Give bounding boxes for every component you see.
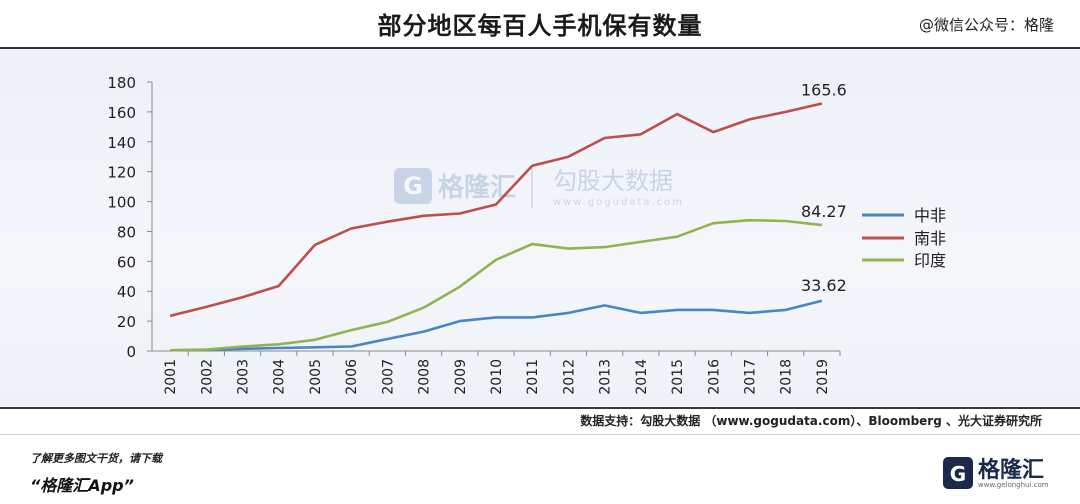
x-tick-label: 2018	[779, 359, 795, 395]
footer-divider	[0, 407, 1080, 409]
svg-text:G: G	[950, 462, 966, 486]
wechat-account-label: @微信公众号：格隆	[918, 16, 1054, 34]
y-tick-label: 120	[107, 164, 136, 182]
end-label-2: 165.6	[801, 81, 847, 100]
line-chart: G 格隆汇 勾股大数据 www.gogudata.com 0 20 40 60 80 10…	[107, 74, 946, 395]
x-tick-label: 2001	[163, 359, 179, 395]
y-tick-label: 160	[107, 104, 136, 122]
watermark: G 格隆汇 勾股大数据 www.gogudata.com	[394, 167, 684, 208]
x-tick-label: 2017	[742, 359, 758, 395]
series-line-2	[169, 102, 823, 318]
end-labels: 33.62 165.6 84.27	[801, 81, 847, 295]
x-tick-label: 2015	[670, 359, 686, 395]
end-label-3: 84.27	[801, 202, 847, 221]
legend-label: 中非	[914, 206, 946, 225]
watermark-brand: 格隆汇	[438, 172, 516, 203]
y-tick-label: 60	[117, 253, 136, 271]
series-line-3	[170, 218, 823, 352]
end-label-1: 33.62	[801, 276, 847, 295]
plot-background	[0, 50, 1080, 406]
x-tick-label: 2014	[634, 359, 650, 395]
x-tick-label: 2011	[525, 359, 541, 395]
y-tick-label: 0	[126, 343, 136, 361]
x-tick-label: 2019	[815, 359, 831, 395]
brand-logo-icon: G	[943, 457, 973, 489]
legend-label: 南非	[914, 229, 946, 248]
x-tick-label: 2005	[308, 359, 324, 395]
series-line-1	[170, 299, 823, 352]
svg-text:G: G	[403, 172, 423, 200]
axes	[151, 82, 840, 352]
series-lines	[169, 102, 823, 352]
y-tick-label: 140	[107, 134, 136, 152]
watermark-logo-icon	[394, 168, 432, 204]
bottom-divider	[0, 434, 1080, 435]
x-tick-label: 2007	[380, 359, 396, 395]
chart-title: 部分地区每百人手机保有数量	[377, 12, 703, 40]
promo-line-1: 了解更多图文干货，请下载	[30, 452, 162, 465]
brand-logo: G 格隆汇 www.gelonghui.com	[942, 452, 1052, 496]
y-tick-label: 180	[107, 74, 136, 92]
brand-logo-text: 格隆汇	[978, 458, 1045, 483]
data-source: 数据支持：勾股大数据 （www.gogudata.com）、Bloomberg …	[580, 414, 1042, 428]
x-tick-label: 2009	[453, 359, 469, 395]
brand-logo-url: www.gelonghui.com	[978, 481, 1049, 489]
x-tick-label: 2006	[344, 359, 360, 395]
y-tick-label: 80	[117, 223, 136, 241]
watermark-sub-brand: 勾股大数据	[553, 167, 673, 195]
x-tick-label: 2002	[199, 359, 215, 395]
y-tick-label: 40	[117, 283, 136, 301]
y-axis-ticks: 0 20 40 60 80 100 120 140 160 180	[107, 74, 152, 361]
legend-label: 印度	[914, 251, 946, 270]
x-axis-ticks: 2001 2002 2003 2004 2005 2006 2007 2008 2009 2010…	[163, 351, 841, 395]
x-tick-label: 2004	[272, 359, 288, 395]
x-tick-label: 2008	[417, 359, 433, 395]
y-tick-label: 20	[117, 313, 136, 331]
x-tick-label: 2012	[561, 359, 577, 395]
watermark-url: www.gogudata.com	[553, 197, 684, 208]
promo-app-name: “格隆汇App”	[30, 476, 134, 495]
x-tick-label: 2016	[706, 359, 722, 395]
x-tick-label: 2003	[236, 359, 252, 395]
x-tick-label: 2013	[598, 359, 614, 395]
y-tick-label: 100	[107, 194, 136, 212]
top-divider	[0, 47, 1080, 49]
x-tick-label: 2010	[489, 359, 505, 395]
